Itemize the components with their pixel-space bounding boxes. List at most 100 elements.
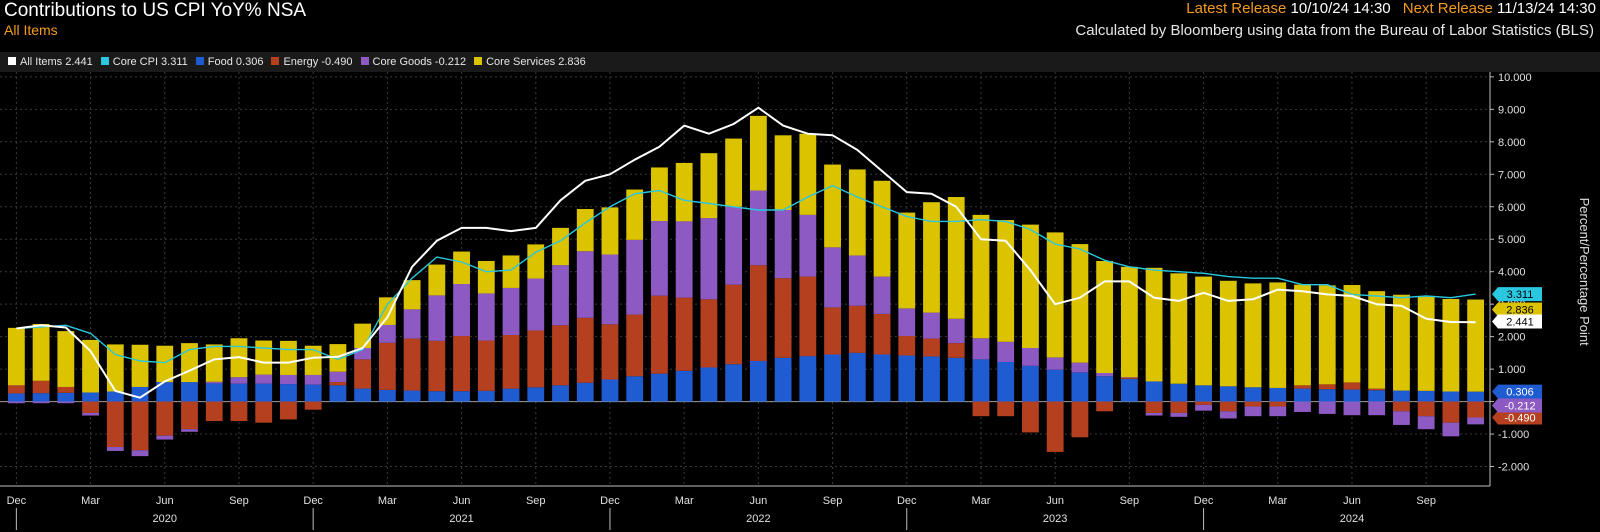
- bar-core-goods: [354, 348, 372, 360]
- bar-food: [1318, 389, 1336, 402]
- bar-food: [1269, 387, 1287, 402]
- bar-energy: [1046, 401, 1064, 452]
- bar-energy: [972, 401, 990, 417]
- bar-core-goods: [378, 324, 396, 343]
- bar-food: [1022, 365, 1039, 402]
- bar-core-goods: [799, 214, 817, 277]
- bar-energy: [873, 313, 891, 355]
- bar-core-services: [304, 345, 322, 375]
- x-tick-label: Jun: [156, 495, 174, 507]
- bar-core-goods: [230, 377, 248, 384]
- legend-swatch: [8, 57, 16, 65]
- bar-core-services: [700, 153, 718, 219]
- bar-food: [280, 384, 297, 402]
- bar-food: [1145, 381, 1163, 402]
- bar-food: [428, 391, 446, 402]
- bar-core-services: [1244, 283, 1262, 388]
- bar-core-goods: [626, 239, 644, 315]
- bar-core-goods: [774, 210, 792, 279]
- y-tick-label: -2.000: [1498, 462, 1529, 474]
- bar-core-goods: [7, 401, 25, 404]
- bar-food: [1195, 385, 1212, 402]
- bar-food: [329, 385, 347, 402]
- bar-energy: [255, 401, 273, 423]
- last-value-badge: [1492, 287, 1542, 302]
- chart-legend: All Items 2.441 Core CPI 3.311 Food 0.306 E…: [0, 52, 1600, 72]
- last-value-badge: [1492, 410, 1542, 425]
- bar-core-services: [824, 164, 841, 248]
- bar-food: [997, 361, 1015, 402]
- bar-food: [947, 357, 965, 402]
- legend-item: All Items 2.441: [8, 52, 93, 72]
- bar-energy: [626, 314, 644, 377]
- bar-energy: [1442, 401, 1460, 423]
- bar-core-services: [255, 340, 273, 375]
- bar-core-services: [1145, 267, 1163, 382]
- bar-energy: [1170, 401, 1188, 413]
- legend-swatch: [474, 57, 483, 65]
- bar-energy: [1393, 401, 1410, 412]
- bar-food: [1170, 383, 1188, 402]
- bar-core-services: [131, 344, 149, 387]
- bar-core-goods: [205, 381, 223, 384]
- bar-core-goods: [329, 371, 347, 383]
- bar-energy: [32, 380, 50, 394]
- y-axis-title: Percent/Percentage Point: [1577, 198, 1592, 347]
- bar-core-goods: [749, 190, 767, 266]
- bar-food: [205, 383, 223, 402]
- bar-core-services: [675, 162, 693, 222]
- bar-core-services: [477, 260, 495, 294]
- bar-energy: [304, 401, 322, 410]
- bar-core-services: [873, 180, 891, 277]
- x-tick-label: Sep: [823, 495, 843, 507]
- bar-core-goods: [1368, 401, 1386, 416]
- bar-core-services: [1467, 299, 1485, 392]
- bar-core-services: [403, 280, 421, 310]
- bar-food: [552, 385, 569, 402]
- bar-energy: [1294, 385, 1311, 389]
- bar-core-goods: [1120, 377, 1138, 378]
- bar-energy: [1120, 377, 1138, 379]
- bar-energy: [280, 401, 297, 420]
- bar-energy: [57, 386, 75, 393]
- bar-food: [403, 390, 421, 402]
- x-tick-label: Mar: [675, 495, 694, 507]
- bar-food: [354, 388, 372, 402]
- bar-food: [453, 391, 470, 402]
- last-value-label: -0.212: [1504, 400, 1535, 412]
- bar-core-services: [1120, 266, 1138, 378]
- bar-food: [700, 367, 718, 402]
- bar-core-services: [947, 197, 965, 319]
- bar-core-services: [1368, 291, 1386, 389]
- bar-core-goods: [255, 374, 273, 384]
- last-value-label: 2.836: [1506, 304, 1534, 316]
- bar-core-goods: [1096, 373, 1114, 377]
- last-value-label: 3.311: [1507, 289, 1534, 301]
- bar-energy: [651, 295, 668, 374]
- bar-energy: [1467, 401, 1485, 418]
- bar-core-services: [626, 189, 644, 240]
- x-tick-label: Mar: [971, 495, 990, 507]
- y-tick-label: 4.000: [1498, 267, 1526, 279]
- line-core-cpi: [16, 184, 1476, 364]
- legend-swatch: [360, 57, 369, 65]
- bar-core-goods: [947, 318, 965, 344]
- bar-food: [230, 383, 248, 402]
- bar-energy: [774, 278, 792, 358]
- bar-energy: [527, 330, 545, 388]
- bar-core-services: [1071, 244, 1089, 363]
- bar-core-services: [923, 202, 940, 313]
- bar-energy: [1195, 401, 1212, 405]
- bar-core-services: [106, 344, 124, 392]
- bar-core-services: [329, 344, 347, 372]
- bar-core-goods: [725, 206, 743, 285]
- bar-core-goods: [403, 309, 421, 339]
- bar-energy: [106, 401, 124, 448]
- bar-energy: [824, 307, 841, 355]
- bar-energy: [1318, 384, 1336, 390]
- bar-energy: [329, 382, 347, 386]
- x-tick-label: Dec: [1194, 495, 1214, 507]
- x-tick-label: Dec: [303, 495, 323, 507]
- legend-label: All Items 2.441: [20, 56, 93, 68]
- next-release-label: Next Release: [1402, 0, 1493, 17]
